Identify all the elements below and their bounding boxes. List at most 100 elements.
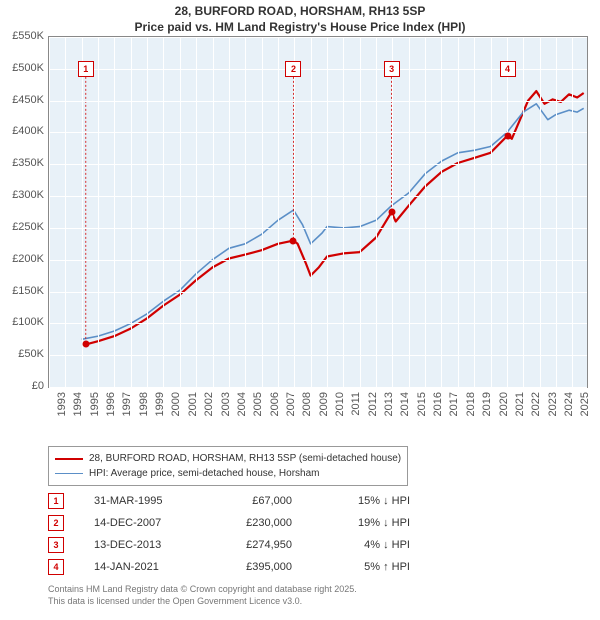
sale-price: £395,000 <box>212 561 292 573</box>
sale-pct: 5% ↑ HPI <box>310 561 410 573</box>
gridline-v <box>213 37 214 387</box>
sale-num-box: 2 <box>48 515 64 531</box>
gridline-v <box>262 37 263 387</box>
gridline-v <box>131 37 132 387</box>
gridline-v <box>376 37 377 387</box>
gridline-v <box>327 37 328 387</box>
x-tick-label: 2019 <box>481 392 493 420</box>
x-tick-label: 2005 <box>252 392 264 420</box>
x-tick-label: 2015 <box>416 392 428 420</box>
x-tick-label: 1994 <box>72 392 84 420</box>
footnote-line1: Contains HM Land Registry data © Crown c… <box>48 584 357 596</box>
x-tick-label: 2024 <box>563 392 575 420</box>
y-tick-label: £100K <box>4 316 44 328</box>
y-tick-label: £500K <box>4 62 44 74</box>
x-tick-label: 2002 <box>203 392 215 420</box>
sales-row: 414-JAN-2021£395,0005% ↑ HPI <box>48 556 410 578</box>
x-tick-label: 2022 <box>530 392 542 420</box>
x-tick-label: 2004 <box>236 392 248 420</box>
x-tick-label: 2006 <box>269 392 281 420</box>
gridline-v <box>425 37 426 387</box>
y-tick-label: £250K <box>4 221 44 233</box>
gridline-v <box>294 37 295 387</box>
gridline-v <box>229 37 230 387</box>
gridline-v <box>409 37 410 387</box>
x-tick-label: 2014 <box>399 392 411 420</box>
gridline-v <box>523 37 524 387</box>
gridline-v <box>98 37 99 387</box>
gridline-v <box>441 37 442 387</box>
sale-date: 31-MAR-1995 <box>94 495 194 507</box>
gridline-v <box>474 37 475 387</box>
plot-area: 1234 <box>48 36 588 388</box>
x-tick-label: 2017 <box>448 392 460 420</box>
sale-num-box: 4 <box>48 559 64 575</box>
title-line2: Price paid vs. HM Land Registry's House … <box>0 20 600 36</box>
gridline-v <box>180 37 181 387</box>
y-tick-label: £150K <box>4 285 44 297</box>
sales-row: 131-MAR-1995£67,00015% ↓ HPI <box>48 490 410 512</box>
title-line1: 28, BURFORD ROAD, HORSHAM, RH13 5SP <box>0 4 600 20</box>
x-tick-label: 1998 <box>138 392 150 420</box>
gridline-v <box>507 37 508 387</box>
y-tick-label: £0 <box>4 380 44 392</box>
x-tick-label: 2007 <box>285 392 297 420</box>
sale-pct: 19% ↓ HPI <box>310 517 410 529</box>
sale-price: £230,000 <box>212 517 292 529</box>
x-tick-label: 2001 <box>187 392 199 420</box>
gridline-v <box>311 37 312 387</box>
gridline-v <box>147 37 148 387</box>
gridline-v <box>572 37 573 387</box>
x-tick-label: 1999 <box>154 392 166 420</box>
footnote: Contains HM Land Registry data © Crown c… <box>48 584 357 607</box>
x-tick-label: 2009 <box>318 392 330 420</box>
gridline-v <box>196 37 197 387</box>
sales-row: 2 14-DEC-2007 £230,000 19% ↓ HPI <box>48 512 410 534</box>
chart: 1234 £0£50K£100K£150K£200K£250K£300K£350… <box>0 36 600 416</box>
y-tick-label: £350K <box>4 157 44 169</box>
legend-swatch <box>55 473 83 474</box>
x-tick-label: 2020 <box>498 392 510 420</box>
x-tick-label: 2000 <box>170 392 182 420</box>
legend: 28, BURFORD ROAD, HORSHAM, RH13 5SP (sem… <box>48 446 408 486</box>
legend-item: 28, BURFORD ROAD, HORSHAM, RH13 5SP (sem… <box>55 451 401 466</box>
x-tick-label: 2018 <box>465 392 477 420</box>
sale-date: 14-DEC-2007 <box>94 517 194 529</box>
sale-marker: 3 <box>384 61 400 77</box>
gridline-v <box>49 37 50 387</box>
legend-label: HPI: Average price, semi-detached house,… <box>89 466 320 481</box>
sale-point <box>388 209 395 216</box>
x-tick-label: 2008 <box>301 392 313 420</box>
sales-row: 313-DEC-2013£274,9504% ↓ HPI <box>48 534 410 556</box>
sale-pct: 4% ↓ HPI <box>310 539 410 551</box>
x-tick-label: 2013 <box>383 392 395 420</box>
y-tick-label: £50K <box>4 348 44 360</box>
gridline-v <box>556 37 557 387</box>
y-tick-label: £200K <box>4 253 44 265</box>
x-tick-label: 2021 <box>514 392 526 420</box>
chart-title: 28, BURFORD ROAD, HORSHAM, RH13 5SP Pric… <box>0 0 600 35</box>
x-tick-label: 2012 <box>367 392 379 420</box>
legend-label: 28, BURFORD ROAD, HORSHAM, RH13 5SP (sem… <box>89 451 401 466</box>
gridline-v <box>491 37 492 387</box>
x-tick-label: 2011 <box>350 392 362 420</box>
series-hpi <box>82 104 584 339</box>
gridline-v <box>163 37 164 387</box>
sale-point <box>82 341 89 348</box>
x-tick-label: 2016 <box>432 392 444 420</box>
legend-swatch <box>55 458 83 460</box>
gridline-v <box>245 37 246 387</box>
gridline-v <box>82 37 83 387</box>
x-tick-label: 2010 <box>334 392 346 420</box>
gridline-v <box>65 37 66 387</box>
gridline-v <box>458 37 459 387</box>
sale-price: £274,950 <box>212 539 292 551</box>
x-tick-label: 1997 <box>121 392 133 420</box>
sale-point <box>290 237 297 244</box>
y-tick-label: £400K <box>4 125 44 137</box>
sales-table: 131-MAR-1995£67,00015% ↓ HPI 2 14-DEC-2007… <box>48 490 410 578</box>
x-tick-label: 2025 <box>579 392 591 420</box>
sale-marker: 1 <box>78 61 94 77</box>
sale-marker: 4 <box>500 61 516 77</box>
y-tick-label: £300K <box>4 189 44 201</box>
